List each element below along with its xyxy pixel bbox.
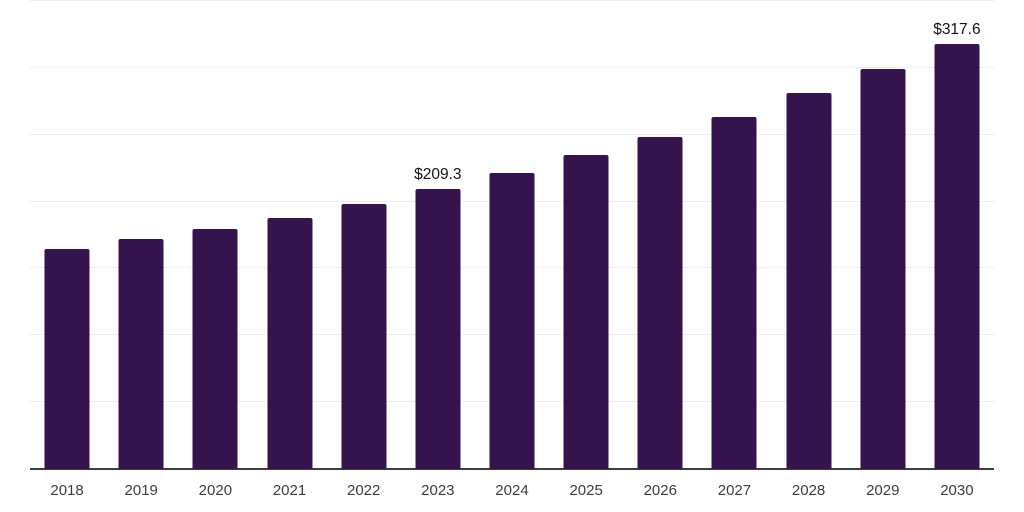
bar-slot-2023: $209.3: [401, 1, 475, 469]
bar-2022: [341, 203, 387, 469]
bar-2023: [415, 189, 461, 469]
gridline-300: [30, 66, 994, 68]
plot-area: $209.3 $317.6: [30, 0, 994, 470]
bar-slot-2018: [30, 1, 104, 469]
x-axis-line: [30, 468, 994, 470]
bar-slot-2029: [846, 1, 920, 469]
x-axis-label-2027: 2027: [717, 482, 752, 499]
bar-slot-2024: [475, 1, 549, 469]
x-axis-label-2022: 2022: [346, 482, 381, 499]
bar-2020: [192, 229, 238, 469]
bar-2024: [489, 172, 535, 469]
x-axis-label-2024: 2024: [495, 482, 529, 499]
bar-value-label-2023: $209.3: [414, 166, 462, 184]
x-axis-label-2026: 2026: [643, 482, 677, 499]
bar-slot-2027: [697, 1, 771, 469]
gridline-250: [30, 133, 994, 135]
x-axis-label-2018: 2018: [50, 482, 84, 499]
x-axis-label-2021: 2021: [272, 482, 307, 499]
bar-2030: [934, 44, 980, 469]
bar-value-label-2030: $317.6: [933, 21, 981, 39]
bar-slot-2022: [327, 1, 401, 469]
bar-slot-2020: [178, 1, 252, 469]
bar-2019: [118, 239, 164, 469]
bar-slot-2030: $317.6: [920, 1, 994, 469]
x-axis: 2018 2019 2020 2021 2022 2023 2024 2025 2026 2027…: [30, 481, 994, 505]
gridline-350: [30, 0, 994, 1]
bar-2026: [637, 137, 683, 469]
bar-slot-2026: [623, 1, 697, 469]
x-axis-label-2023: 2023: [421, 482, 455, 499]
bar-2028: [786, 93, 832, 469]
x-axis-label-2019: 2019: [124, 482, 158, 499]
bar-slot-2028: [772, 1, 846, 469]
x-axis-label-2025: 2025: [569, 482, 603, 499]
bar-slot-2021: [252, 1, 326, 469]
bar-slot-2025: [549, 1, 623, 469]
bar-2025: [563, 155, 609, 469]
bar-2018: [44, 249, 90, 469]
bar-2027: [711, 116, 757, 469]
x-axis-label-2028: 2028: [791, 482, 826, 499]
x-axis-label-2029: 2029: [866, 482, 900, 499]
bar-slot-2019: [104, 1, 178, 469]
bar-2021: [267, 218, 313, 469]
x-axis-label-2020: 2020: [198, 482, 233, 499]
x-axis-label-2030: 2030: [940, 482, 974, 499]
bar-2029: [860, 69, 906, 469]
